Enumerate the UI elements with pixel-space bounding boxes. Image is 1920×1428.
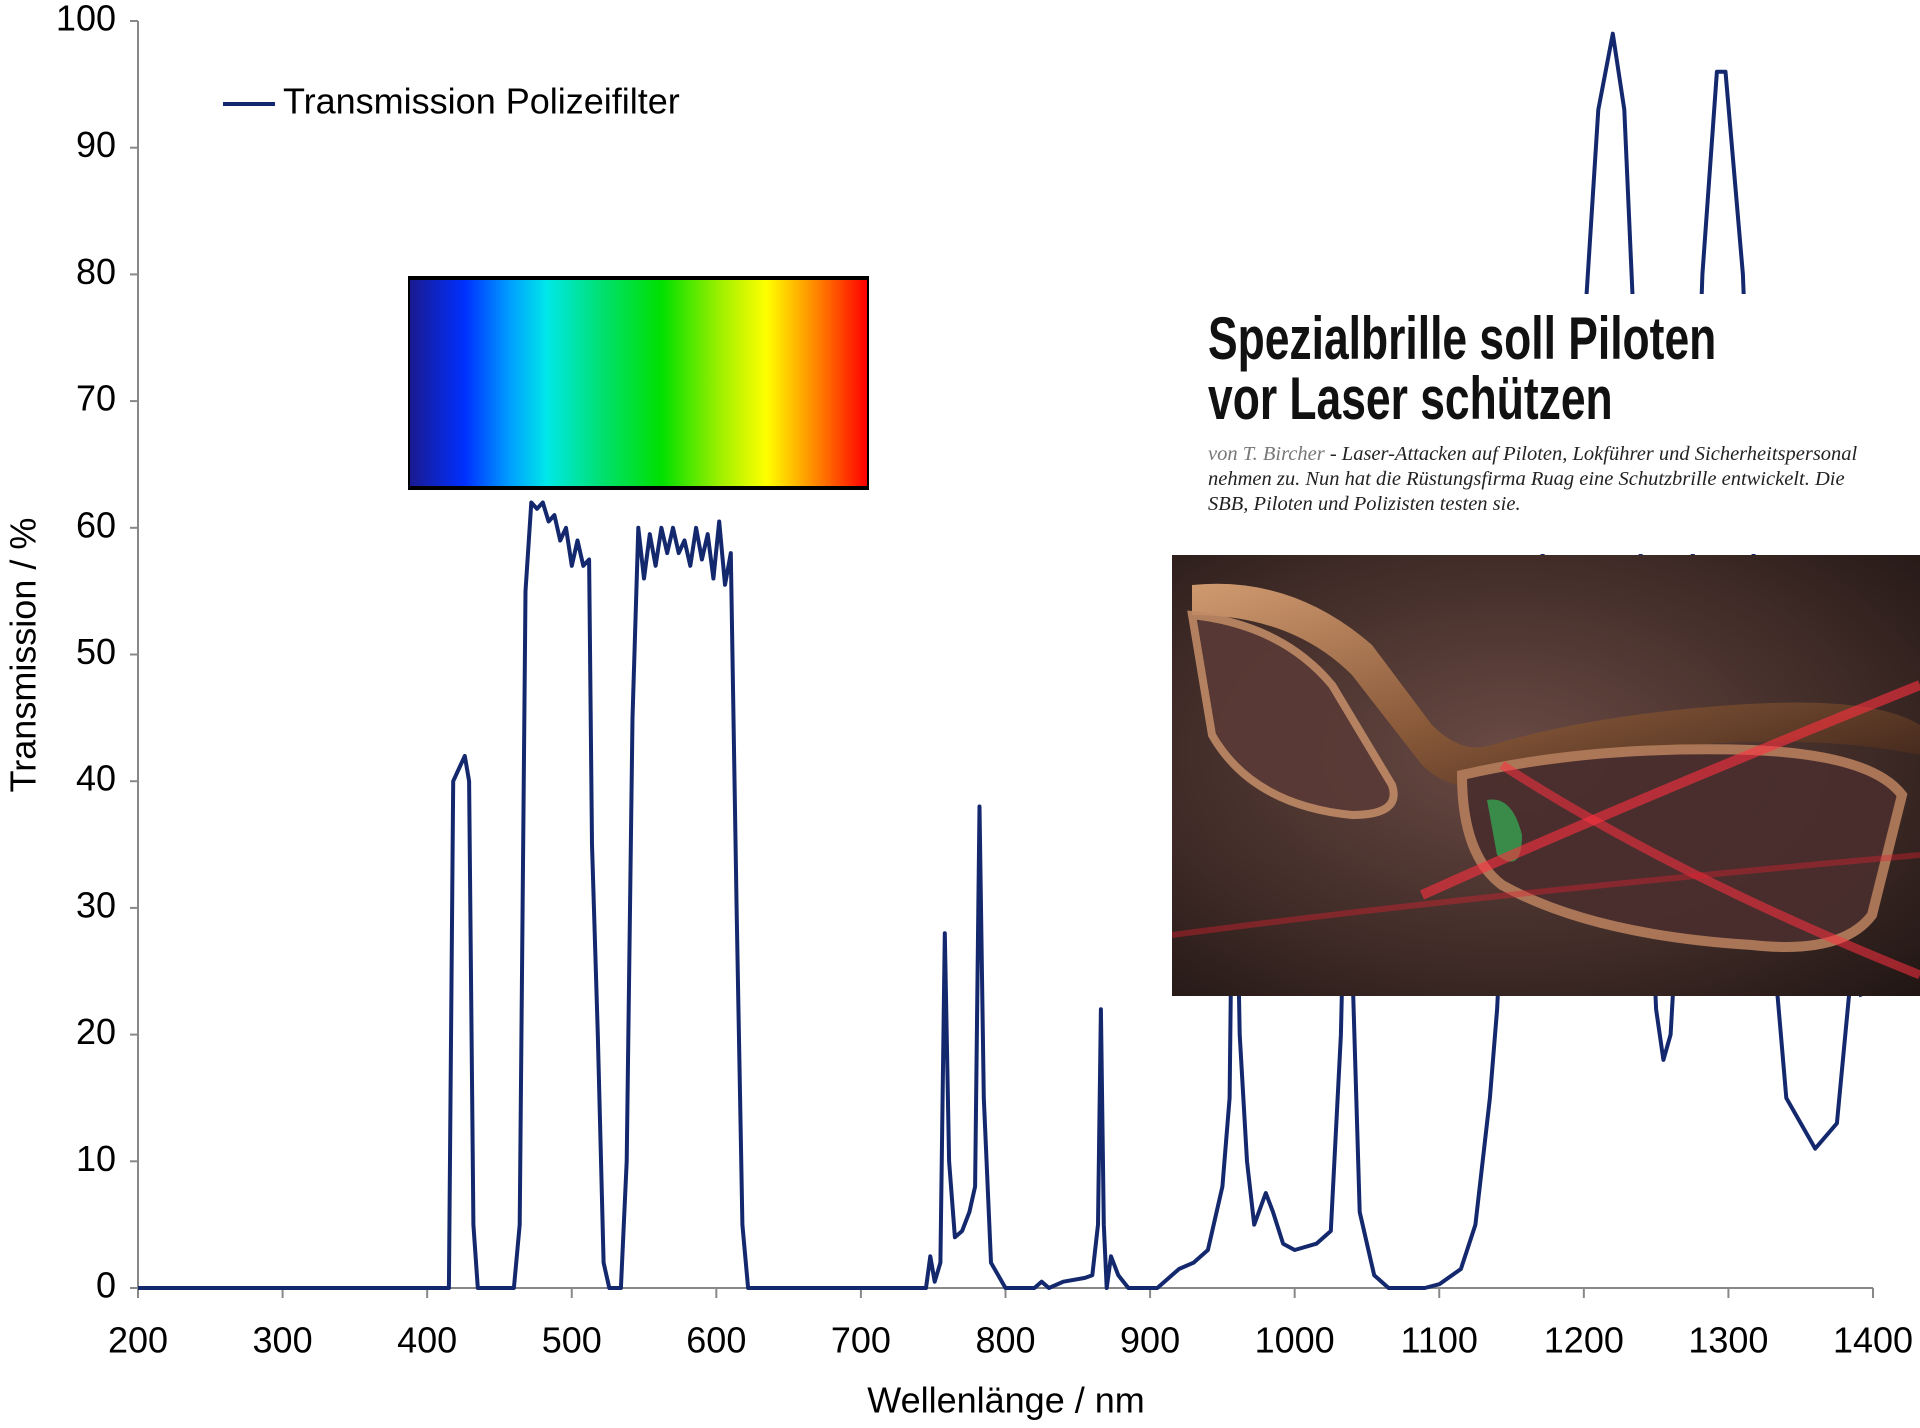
x-tick-label: 900 — [1120, 1320, 1180, 1361]
x-tick-label: 300 — [253, 1320, 313, 1361]
article: Spezialbrille soll Piloten vor Laser sch… — [1200, 294, 1886, 554]
x-axis-title: Wellenlänge / nm — [867, 1380, 1145, 1421]
y-tick-label: 40 — [76, 758, 116, 799]
x-tick-label: 400 — [397, 1320, 457, 1361]
y-tick-label: 10 — [76, 1138, 116, 1179]
x-tick-label: 600 — [686, 1320, 746, 1361]
photo — [1172, 555, 1920, 996]
x-tick-label: 700 — [831, 1320, 891, 1361]
teaser: von T. Bircher - Laser-Attacken auf Pilo… — [1208, 442, 1878, 517]
x-tick-label: 1400 — [1833, 1320, 1913, 1361]
y-tick-label: 70 — [76, 378, 116, 419]
teaser-text: - Laser-Attacken auf Piloten, Lokführer … — [1208, 443, 1858, 515]
y-tick-label: 80 — [76, 251, 116, 292]
y-tick-label: 100 — [56, 0, 116, 39]
y-tick-label: 50 — [76, 631, 116, 672]
spectrum-bar — [408, 276, 869, 490]
y-tick-label: 30 — [76, 884, 116, 925]
x-tick-label: 1300 — [1688, 1320, 1768, 1361]
y-tick-label: 0 — [96, 1265, 116, 1306]
headline: vor Laser schützen — [1208, 365, 1613, 432]
y-tick-label: 90 — [76, 124, 116, 165]
y-axis-title: Transmission / % — [3, 518, 44, 793]
x-tick-label: 800 — [975, 1320, 1035, 1361]
y-tick-label: 60 — [76, 504, 116, 545]
x-tick-label: 200 — [108, 1320, 168, 1361]
headline: Spezialbrille soll Piloten — [1208, 305, 1717, 372]
y-tick-label: 20 — [76, 1011, 116, 1052]
x-tick-label: 500 — [542, 1320, 602, 1361]
x-tick-label: 1100 — [1401, 1320, 1478, 1361]
author: von T. Bircher — [1208, 443, 1325, 465]
legend-label: Transmission Polizeifilter — [283, 81, 680, 122]
x-tick-label: 1000 — [1255, 1320, 1335, 1361]
x-tick-label: 1200 — [1544, 1320, 1624, 1361]
